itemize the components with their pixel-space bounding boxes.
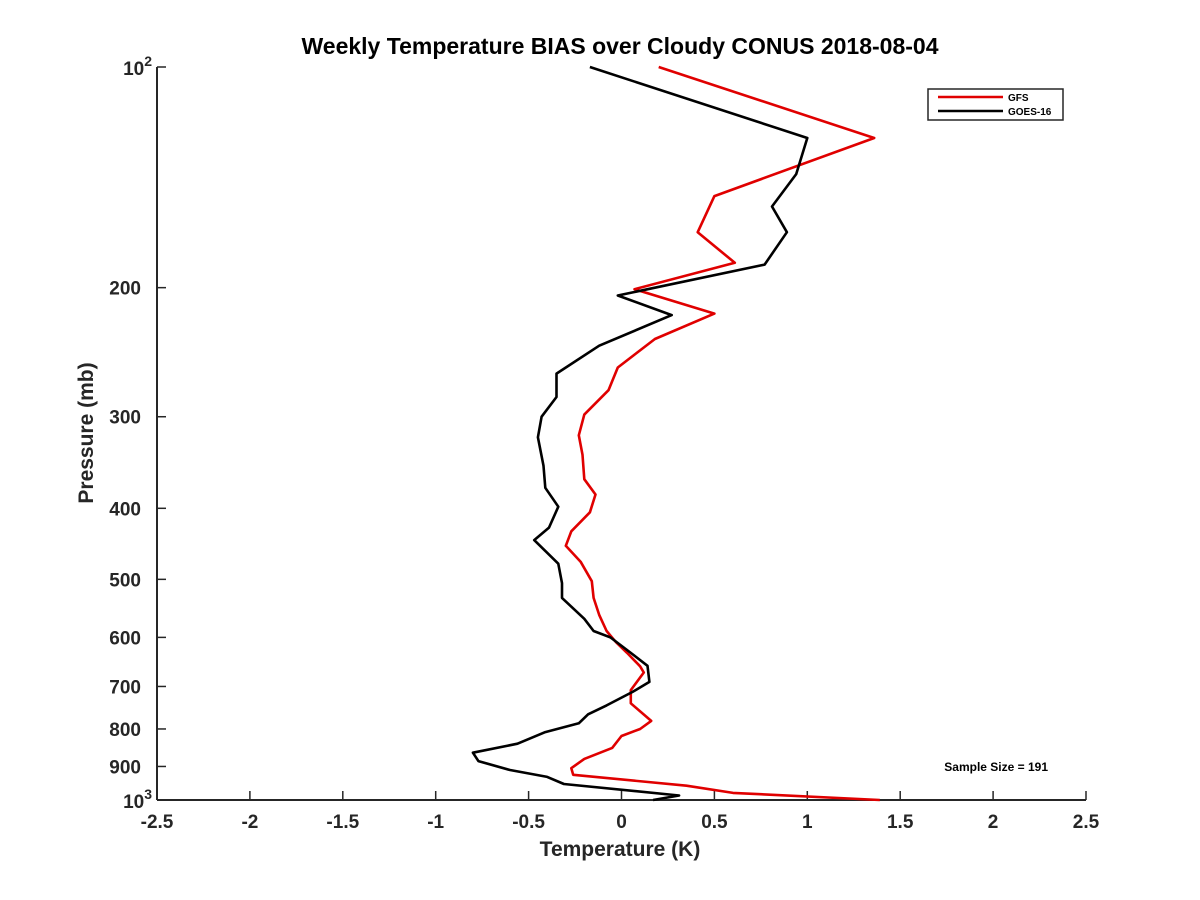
x-tick-label: 2 xyxy=(988,812,999,833)
x-tick-label: 0 xyxy=(616,812,627,833)
x-tick-label: 0.5 xyxy=(701,812,728,833)
series-line-gfs xyxy=(564,65,880,802)
y-tick-label: 400 xyxy=(109,499,141,520)
x-tick-label: 2.5 xyxy=(1073,812,1100,833)
x-tick-label: -2 xyxy=(241,812,258,833)
series-layer xyxy=(471,65,880,802)
y-tick-label: 600 xyxy=(109,628,141,649)
x-tick-label: 1 xyxy=(802,812,813,833)
legend-label-goes-16: GOES-16 xyxy=(1008,107,1052,118)
y-tick-label: 800 xyxy=(109,720,141,741)
sample-size-annotation: Sample Size = 191 xyxy=(944,760,1048,774)
y-tick-label: 300 xyxy=(109,408,141,429)
series-line-goes-16 xyxy=(471,65,809,802)
y-tick-label: 700 xyxy=(109,677,141,698)
x-tick-label: -1 xyxy=(427,812,444,833)
y-axis-title: Pressure (mb) xyxy=(75,362,98,503)
x-axis-title: Temperature (K) xyxy=(540,838,701,861)
legend-box xyxy=(927,88,1064,121)
y-tick-label: 500 xyxy=(109,570,141,591)
y-tick-label: 900 xyxy=(109,757,141,778)
x-tick-label: -0.5 xyxy=(512,812,545,833)
y-tick-label: 200 xyxy=(109,279,141,300)
legend-label-gfs: GFS xyxy=(1008,93,1029,104)
chart-title: Weekly Temperature BIAS over Cloudy CONU… xyxy=(302,33,939,59)
x-tick-label: -1.5 xyxy=(326,812,359,833)
legend: GFS GOES-16 xyxy=(927,88,1064,121)
x-tick-label: -2.5 xyxy=(141,812,174,833)
x-tick-label: 1.5 xyxy=(887,812,914,833)
